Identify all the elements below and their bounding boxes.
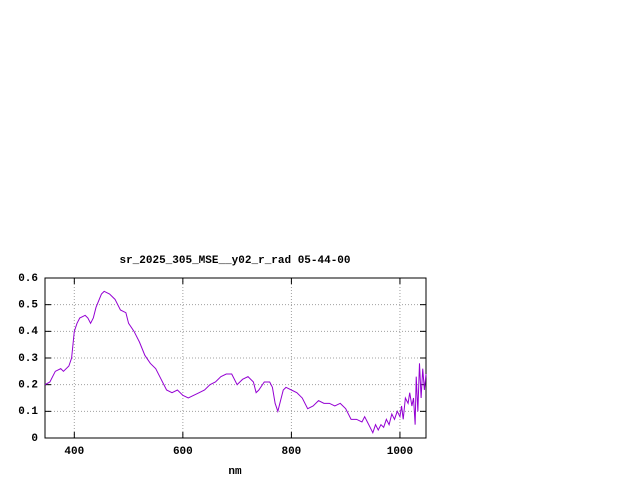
chart-title: sr_2025_305_MSE__y02_r_rad 05-44-00 — [119, 255, 350, 267]
y-tick-label: 0.5 — [18, 300, 38, 312]
x-tick-label: 1000 — [387, 446, 413, 458]
y-tick-label: 0.2 — [18, 380, 38, 392]
y-tick-label: 0.3 — [18, 353, 38, 365]
y-tick-label: 0.6 — [18, 273, 38, 285]
y-tick-label: 0.4 — [18, 326, 38, 338]
y-tick-label: 0.1 — [18, 406, 38, 418]
y-tick-label: 0 — [31, 433, 38, 445]
data-line — [44, 290, 427, 434]
x-tick-label: 800 — [281, 446, 301, 458]
x-tick-label: 400 — [64, 446, 84, 458]
plot-border — [44, 277, 427, 439]
x-axis-label: nm — [228, 466, 242, 478]
x-tick-label: 600 — [173, 446, 193, 458]
